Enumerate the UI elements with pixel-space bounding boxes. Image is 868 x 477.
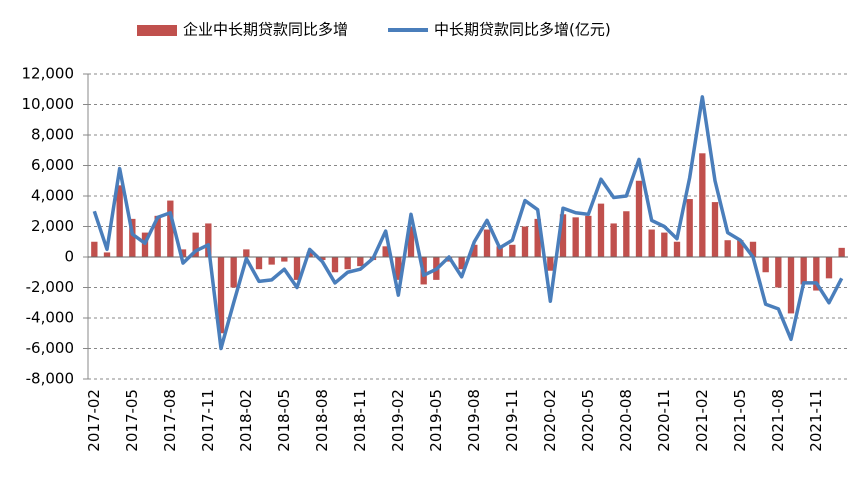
- legend-label: 企业中长期贷款同比多增: [183, 21, 348, 39]
- x-tick-label: 2019-11: [503, 389, 521, 452]
- bar: [179, 249, 187, 257]
- bar: [800, 257, 807, 285]
- legend-label: 中长期贷款同比多增(亿元): [434, 21, 611, 39]
- bar: [192, 232, 199, 257]
- bar: [281, 257, 288, 262]
- y-tick-label: 8,000: [31, 126, 74, 144]
- y-tick-label: 10,000: [22, 95, 75, 113]
- bar: [458, 257, 465, 270]
- bar: [534, 218, 541, 257]
- bar: [205, 223, 212, 257]
- bar: [749, 241, 757, 257]
- bar: [775, 257, 782, 288]
- bar: [635, 180, 643, 257]
- bar: [597, 203, 605, 257]
- bar: [838, 247, 845, 257]
- bar: [699, 153, 706, 257]
- bar: [154, 215, 161, 257]
- bar: [230, 257, 237, 288]
- bar: [509, 244, 516, 257]
- bar: [382, 246, 389, 257]
- x-tick-label: 2021-11: [807, 389, 825, 452]
- x-tick-label: 2017-08: [161, 389, 179, 452]
- bar: [116, 185, 123, 257]
- bar: [813, 257, 820, 291]
- bar: [787, 257, 795, 314]
- x-tick-label: 2020-11: [655, 389, 673, 452]
- bar: [496, 246, 503, 257]
- x-tick-label: 2021-02: [693, 389, 711, 452]
- bar: [686, 199, 693, 257]
- bar: [91, 241, 98, 257]
- bar: [661, 232, 668, 257]
- bar: [623, 211, 630, 257]
- bar: [217, 257, 225, 334]
- y-tick-label: -2,000: [26, 278, 74, 296]
- bar: [255, 257, 263, 270]
- y-tick-label: -6,000: [26, 339, 74, 357]
- bar: [547, 257, 554, 271]
- y-tick-label: -8,000: [26, 370, 74, 388]
- bar: [243, 249, 250, 257]
- x-tick-label: 2018-11: [351, 389, 369, 452]
- x-tick-label: 2018-05: [275, 389, 293, 452]
- x-tick-label: 2020-02: [541, 389, 559, 452]
- bar: [167, 200, 174, 257]
- bar: [483, 229, 491, 257]
- bar: [395, 257, 402, 280]
- bar: [825, 257, 833, 279]
- y-tick-label: 2,000: [31, 217, 74, 235]
- bar: [103, 252, 111, 257]
- bar: [129, 218, 136, 257]
- x-tick-label: 2017-11: [199, 389, 217, 452]
- bar: [711, 202, 719, 257]
- bar: [521, 226, 529, 257]
- bar: [293, 257, 301, 280]
- x-tick-label: 2017-02: [85, 389, 103, 452]
- bar: [357, 257, 364, 267]
- x-tick-label: 2019-05: [427, 389, 445, 452]
- y-tick-label: 4,000: [31, 187, 74, 205]
- y-tick-label: -4,000: [26, 309, 74, 327]
- bar: [585, 215, 592, 257]
- x-tick-label: 2020-05: [579, 389, 597, 452]
- bar: [572, 217, 579, 257]
- bar: [319, 257, 326, 261]
- bar: [268, 257, 275, 265]
- x-tick-label: 2018-08: [313, 389, 331, 452]
- x-tick-label: 2018-02: [237, 389, 255, 452]
- bar: [762, 257, 769, 273]
- bar: [648, 229, 655, 257]
- bar: [407, 226, 415, 257]
- x-tick-label: 2017-05: [123, 389, 141, 452]
- y-tick-label: 0: [64, 248, 74, 266]
- y-tick-label: 12,000: [22, 65, 75, 83]
- bar: [471, 244, 478, 257]
- x-tick-label: 2019-08: [465, 389, 483, 452]
- bar: [673, 241, 681, 257]
- x-tick-label: 2021-05: [731, 389, 749, 452]
- x-tick-label: 2020-08: [617, 389, 635, 452]
- bar: [610, 223, 617, 257]
- bar: [331, 257, 339, 273]
- x-tick-label: 2021-08: [769, 389, 787, 452]
- line: [92, 95, 844, 351]
- bar: [559, 214, 567, 257]
- bar: [737, 240, 744, 257]
- bar: [724, 240, 731, 257]
- bar: [344, 257, 351, 270]
- x-tick-label: 2019-02: [389, 389, 407, 452]
- y-tick-label: 6,000: [31, 156, 74, 174]
- legend-swatch: [137, 25, 177, 36]
